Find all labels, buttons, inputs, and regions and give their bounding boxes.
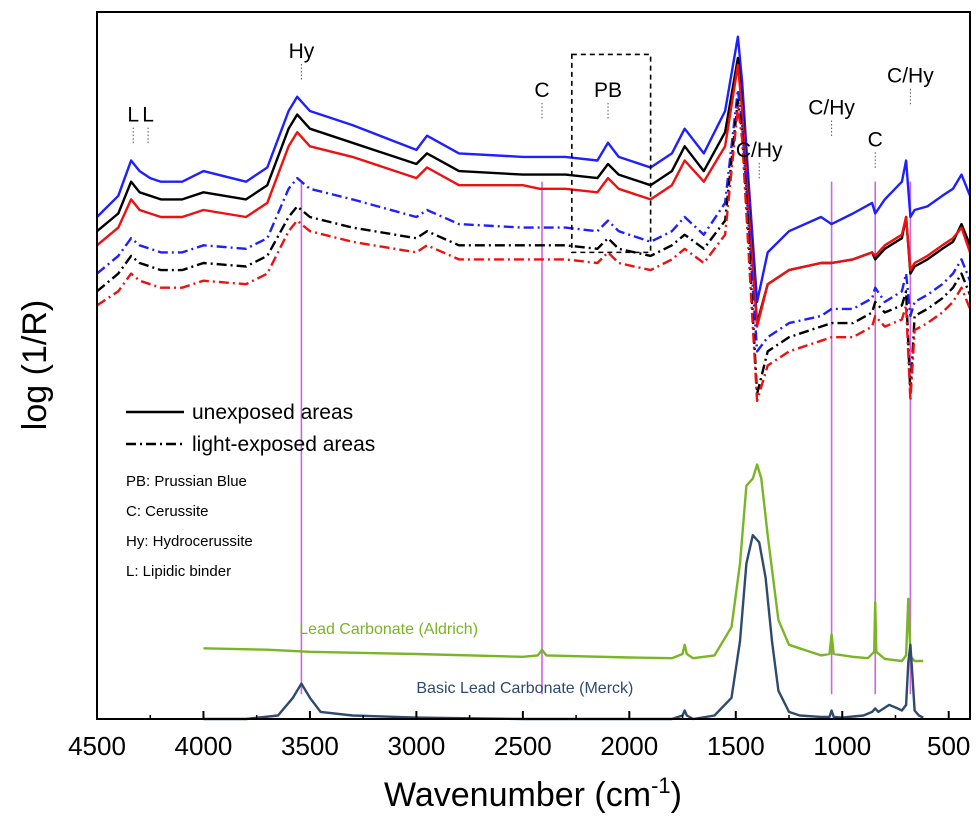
legend: unexposed areas light-exposed areas PB: … [126,401,375,580]
x-tick-label: 1500 [707,731,765,761]
peak-label: PB [594,79,622,102]
x-tick-label: 3000 [387,731,445,761]
series-line [203,534,924,721]
series-layer [96,35,972,721]
pb-box-layer [571,53,652,254]
peak-label: C/Hy [736,139,783,162]
series-line [203,463,924,663]
reference-labels: Lead Carbonate (Aldrich) Basic Lead Carbo… [299,621,633,697]
y-axis-title: log (1/R) [16,300,54,430]
legend-abbr-c: C: Cerussite [126,503,209,520]
plot-frame [96,11,971,720]
x-axis-title-main: Wavenumber (cm [384,776,651,814]
peak-label: C/Hy [808,97,855,120]
x-tick-label: 500 [927,731,970,761]
x-tick-label: 3500 [281,731,339,761]
peak-label: C [868,128,883,151]
x-axis-title: Wavenumber (cm-1) [384,773,682,814]
legend-label-unexposed: unexposed areas [192,401,353,424]
series-line [96,63,972,328]
peak-label: C [534,79,549,102]
marker-lines [300,181,912,695]
pb-highlight-box [571,53,652,254]
legend-abbr-l: L: Lipidic binder [126,563,231,580]
x-tick-label: 4000 [175,731,233,761]
reference-label: Lead Carbonate (Aldrich) [299,621,478,638]
x-tick-label: 2500 [494,731,552,761]
x-tick-label: 4500 [68,731,126,761]
x-axis-title-close: ) [671,776,682,814]
series-line [96,35,972,304]
series-line [96,99,972,395]
x-tick-label: 1000 [813,731,871,761]
legend-abbr-pb: PB: Prussian Blue [126,473,247,490]
reference-label: Basic Lead Carbonate (Merck) [416,680,633,697]
legend-label-light-exposed: light-exposed areas [192,433,375,456]
x-axis: 4500 4000 3500 3000 2500 2000 1500 1000 500 [68,711,970,761]
peak-label: C/Hy [887,65,934,88]
series-line [96,56,972,325]
peak-label: Hy [289,40,315,63]
peak-label: L [142,104,154,127]
series-line [96,106,972,402]
peak-labels: L L Hy C PB C/Hy C/Hy C C/Hy [127,40,934,179]
x-tick-label: 2000 [600,731,658,761]
x-axis-title-sup: -1 [651,773,671,798]
peak-label: L [127,104,139,127]
series-line [96,88,972,353]
legend-abbr-hy: Hy: Hydrocerussite [126,533,253,550]
